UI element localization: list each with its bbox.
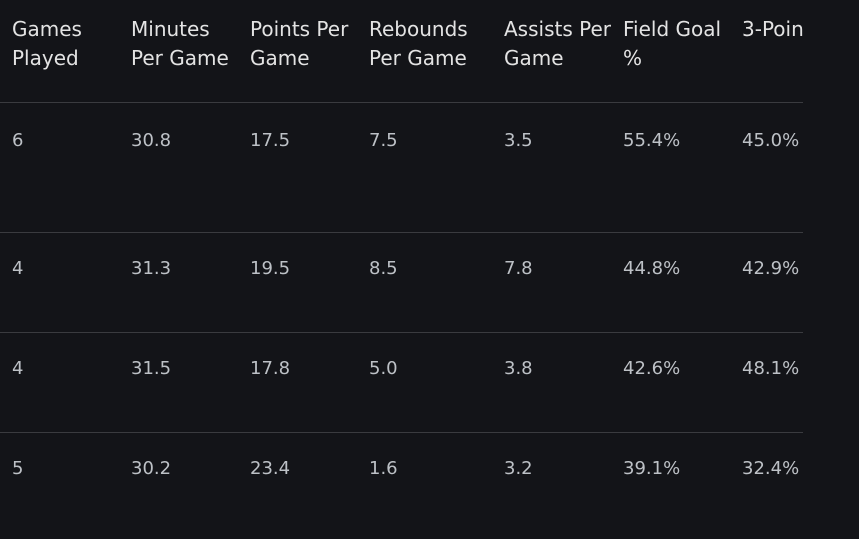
stats-table-container: Games Played Minutes Per Game Points Per…: [0, 0, 803, 524]
cell-three-point-pct: 42.9%: [730, 232, 803, 333]
table-header-row: Games Played Minutes Per Game Points Per…: [0, 0, 803, 103]
cell-points-per-game: 17.8: [238, 332, 357, 433]
cell-assists-per-game: 7.8: [492, 232, 611, 333]
header-assists-per-game: Assists Per Game: [492, 0, 611, 103]
cell-minutes-per-game: 31.3: [119, 232, 238, 333]
cell-assists-per-game: 3.8: [492, 332, 611, 433]
cell-rebounds-per-game: 5.0: [357, 332, 492, 433]
cell-three-point-pct: 32.4%: [742, 457, 800, 479]
header-field-goal-pct: Field Goal %: [611, 0, 730, 103]
cell-assists-per-game: 3.5: [492, 102, 611, 233]
table-row: 4 31.3 19.5 8.5 7.8 44.8% 42.9%: [0, 232, 803, 333]
cell-assists-per-game: 3.2: [504, 457, 533, 479]
cell-games-played: 6: [0, 102, 119, 233]
cell-points-per-game: 19.5: [238, 232, 357, 333]
table-row: 5 30.2 23.4 1.6 3.2 39.1% 32.4%: [0, 432, 803, 524]
table-row: 4 31.5 17.8 5.0 3.8 42.6% 48.1%: [0, 332, 803, 433]
cell-field-goal-pct: 44.8%: [611, 232, 730, 333]
cell-rebounds-per-game: 8.5: [357, 232, 492, 333]
cell-rebounds-per-game: 7.5: [357, 102, 492, 233]
cell-games-played: 4: [0, 232, 119, 333]
cell-games-played: 4: [0, 332, 119, 433]
cell-field-goal-pct: 39.1%: [623, 457, 681, 479]
player-stats-table: Games Played Minutes Per Game Points Per…: [0, 0, 803, 524]
cell-games-played: 5: [12, 457, 24, 479]
cell-three-point-pct: 45.0%: [730, 102, 803, 233]
table-row: 6 30.8 17.5 7.5 3.5 55.4% 45.0%: [0, 102, 803, 233]
cell-minutes-per-game: 31.5: [119, 332, 238, 433]
header-rebounds-per-game: Rebounds Per Game: [357, 0, 492, 103]
cell-minutes-per-game: 30.8: [119, 102, 238, 233]
header-minutes-per-game: Minutes Per Game: [119, 0, 238, 103]
cell-field-goal-pct: 42.6%: [611, 332, 730, 433]
cell-three-point-pct: 48.1%: [730, 332, 803, 433]
cell-field-goal-pct: 55.4%: [611, 102, 730, 233]
cell-rebounds-per-game: 1.6: [369, 457, 398, 479]
header-three-point-pct: 3-Point %: [730, 0, 803, 103]
cell-minutes-per-game: 30.2: [131, 457, 172, 479]
header-games-played: Games Played: [0, 0, 119, 103]
cell-points-per-game: 17.5: [238, 102, 357, 233]
cell-points-per-game: 23.4: [250, 457, 291, 479]
header-points-per-game: Points Per Game: [238, 0, 357, 103]
